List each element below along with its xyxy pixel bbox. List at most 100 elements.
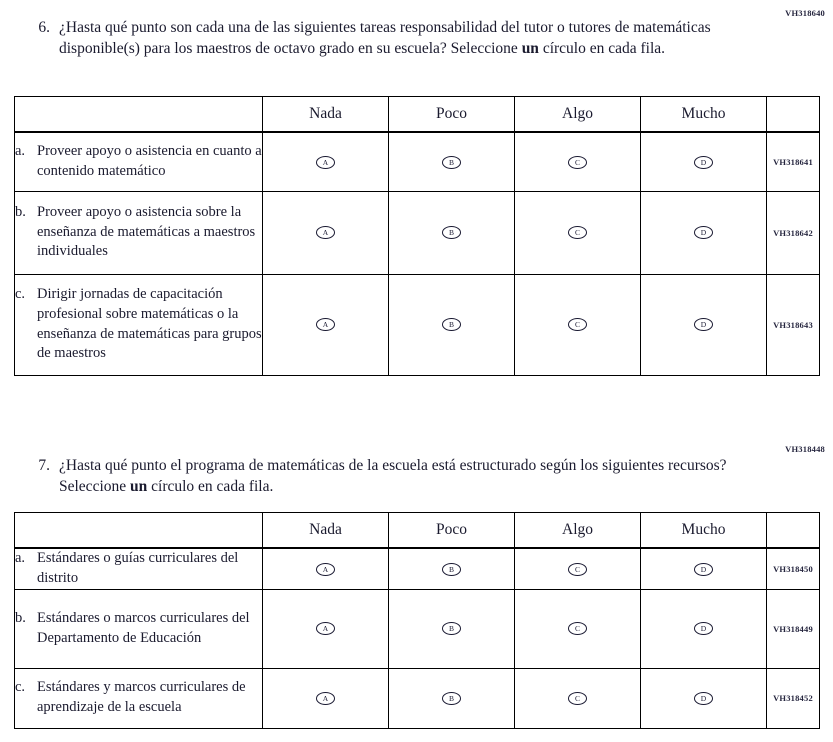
option-cell-nada[interactable]: A	[262, 547, 389, 590]
option-cell-algo[interactable]: C	[514, 667, 641, 729]
option-cell-algo[interactable]: C	[514, 190, 641, 275]
table-row: a. Estándares o guías curriculares del d…	[14, 547, 820, 590]
row-code: VH318641	[766, 131, 820, 192]
option-cell-poco[interactable]: B	[388, 190, 515, 275]
bubble-c-icon[interactable]: C	[568, 155, 587, 169]
item-letter: b.	[15, 204, 26, 221]
bubble-a-icon[interactable]: A	[316, 226, 335, 240]
table-header-row: Nada Poco Algo Mucho	[14, 512, 820, 549]
option-cell-mucho[interactable]: D	[640, 667, 767, 729]
item-letter: a.	[15, 550, 26, 567]
option-cell-nada[interactable]: A	[262, 667, 389, 729]
option-cell-algo[interactable]: C	[514, 273, 641, 376]
table-header-code	[766, 512, 820, 549]
table-header-mucho: Mucho	[640, 96, 767, 133]
question-6-text-bold: un	[521, 39, 539, 57]
row-code: VH318449	[766, 588, 820, 669]
table-row: b. Estándares o marcos curriculares del …	[14, 588, 820, 669]
item-cell: b. Proveer apoyo o asistencia sobre la e…	[14, 190, 263, 275]
option-cell-mucho[interactable]: D	[640, 547, 767, 590]
option-cell-poco[interactable]: B	[388, 667, 515, 729]
table-row: b. Proveer apoyo o asistencia sobre la e…	[14, 190, 820, 275]
option-cell-poco[interactable]: B	[388, 547, 515, 590]
option-cell-nada[interactable]: A	[262, 131, 389, 192]
option-cell-algo[interactable]: C	[514, 588, 641, 669]
option-cell-nada[interactable]: A	[262, 190, 389, 275]
question-6-table: Nada Poco Algo Mucho a. Proveer apoyo o …	[14, 96, 820, 376]
table-header-poco: Poco	[388, 512, 515, 549]
row-code: VH318643	[766, 273, 820, 376]
item-cell: b. Estándares o marcos curriculares del …	[14, 588, 263, 669]
item-label: Proveer apoyo o asistencia sobre la ense…	[37, 204, 256, 260]
option-cell-nada[interactable]: A	[262, 273, 389, 376]
bubble-b-icon[interactable]: B	[442, 155, 461, 169]
question-7-text: ¿Hasta qué punto el programa de matemáti…	[59, 456, 749, 497]
table-header-blank	[14, 96, 263, 133]
table-row: c. Estándares y marcos curriculares de a…	[14, 667, 820, 729]
bubble-d-icon[interactable]: D	[694, 622, 713, 636]
option-cell-mucho[interactable]: D	[640, 131, 767, 192]
bubble-d-icon[interactable]: D	[694, 562, 713, 576]
bubble-a-icon[interactable]: A	[316, 318, 335, 332]
table-header-algo: Algo	[514, 96, 641, 133]
question-6-text-part1: ¿Hasta qué punto son cada una de las sig…	[59, 19, 711, 57]
question-7-text-part1: ¿Hasta qué punto el programa de matemáti…	[59, 457, 727, 495]
item-label: Estándares y marcos curriculares de apre…	[37, 679, 246, 715]
table-header-nada: Nada	[262, 512, 389, 549]
question-code-7: VH318448	[785, 444, 825, 454]
option-cell-mucho[interactable]: D	[640, 190, 767, 275]
option-cell-nada[interactable]: A	[262, 588, 389, 669]
item-letter: c.	[15, 679, 26, 696]
option-cell-algo[interactable]: C	[514, 131, 641, 192]
option-cell-poco[interactable]: B	[388, 588, 515, 669]
bubble-d-icon[interactable]: D	[694, 318, 713, 332]
option-cell-mucho[interactable]: D	[640, 273, 767, 376]
bubble-a-icon[interactable]: A	[316, 155, 335, 169]
item-letter: b.	[15, 609, 26, 626]
table-header-mucho: Mucho	[640, 512, 767, 549]
item-cell: c. Dirigir jornadas de capacitación prof…	[14, 273, 263, 376]
bubble-b-icon[interactable]: B	[442, 318, 461, 332]
bubble-d-icon[interactable]: D	[694, 691, 713, 705]
item-label: Proveer apoyo o asistencia en cuanto a c…	[37, 143, 262, 179]
option-cell-algo[interactable]: C	[514, 547, 641, 590]
question-6-text-part2: círculo en cada fila.	[538, 39, 666, 57]
question-6-text: ¿Hasta qué punto son cada una de las sig…	[59, 18, 749, 59]
question-6-number: 6.	[38, 19, 50, 36]
table-row: c. Dirigir jornadas de capacitación prof…	[14, 273, 820, 376]
table-header-poco: Poco	[388, 96, 515, 133]
table-header-code	[766, 96, 820, 133]
option-cell-poco[interactable]: B	[388, 131, 515, 192]
item-cell: c. Estándares y marcos curriculares de a…	[14, 667, 263, 729]
row-code: VH318452	[766, 667, 820, 729]
question-7-block: 7. ¿Hasta qué punto el programa de matem…	[0, 456, 833, 497]
bubble-c-icon[interactable]: C	[568, 318, 587, 332]
bubble-b-icon[interactable]: B	[442, 562, 461, 576]
bubble-c-icon[interactable]: C	[568, 562, 587, 576]
option-cell-poco[interactable]: B	[388, 273, 515, 376]
bubble-a-icon[interactable]: A	[316, 562, 335, 576]
table-header-blank	[14, 512, 263, 549]
table-row: a. Proveer apoyo o asistencia en cuanto …	[14, 131, 820, 192]
bubble-c-icon[interactable]: C	[568, 622, 587, 636]
bubble-b-icon[interactable]: B	[442, 226, 461, 240]
item-label: Estándares o marcos curriculares del Dep…	[37, 609, 250, 646]
row-code: VH318642	[766, 190, 820, 275]
question-7-table: Nada Poco Algo Mucho a. Estándares o guí…	[14, 512, 820, 729]
question-7-number: 7.	[38, 457, 50, 474]
bubble-b-icon[interactable]: B	[442, 622, 461, 636]
row-code: VH318450	[766, 547, 820, 590]
bubble-b-icon[interactable]: B	[442, 691, 461, 705]
bubble-c-icon[interactable]: C	[568, 226, 587, 240]
option-cell-mucho[interactable]: D	[640, 588, 767, 669]
question-7-text-part2: círculo en cada fila.	[147, 477, 274, 495]
item-letter: c.	[15, 286, 26, 303]
bubble-a-icon[interactable]: A	[316, 622, 335, 636]
bubble-d-icon[interactable]: D	[694, 226, 713, 240]
bubble-d-icon[interactable]: D	[694, 155, 713, 169]
item-letter: a.	[15, 143, 26, 160]
bubble-c-icon[interactable]: C	[568, 691, 587, 705]
item-label: Dirigir jornadas de capacitación profesi…	[37, 286, 262, 362]
bubble-a-icon[interactable]: A	[316, 691, 335, 705]
